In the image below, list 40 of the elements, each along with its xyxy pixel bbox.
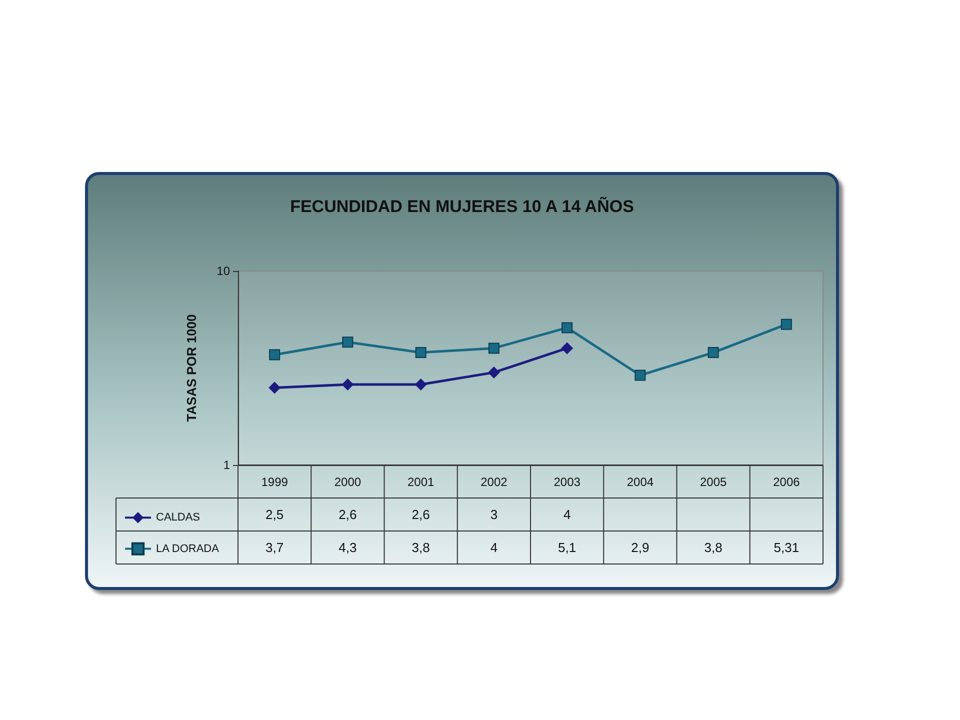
legend-label: LA DORADA xyxy=(156,542,220,555)
point xyxy=(268,382,281,394)
x-tick-label: 2003 xyxy=(554,475,581,489)
data-label: 2,9 xyxy=(631,540,650,555)
point xyxy=(414,378,427,390)
data-label: 2,6 xyxy=(412,507,430,522)
point xyxy=(634,370,646,381)
legend-label: CALDAS xyxy=(156,512,200,524)
x-tick-label: 2004 xyxy=(626,475,654,489)
point xyxy=(488,366,500,378)
x-tick-label: 2001 xyxy=(407,475,434,489)
point xyxy=(780,318,792,330)
chart-title: FECUNDIDAD EN MUJERES 10 A 14 AÑOS xyxy=(290,196,634,216)
point xyxy=(342,336,354,348)
x-tick-label: 2006 xyxy=(773,475,800,489)
data-label: 4 xyxy=(490,540,498,555)
data-label: 4 xyxy=(563,507,571,522)
data-label: 3,8 xyxy=(412,540,430,555)
data-label: 2,6 xyxy=(338,507,357,522)
point xyxy=(415,347,426,358)
x-tick-label: 2002 xyxy=(480,475,508,489)
x-tick-label: 2000 xyxy=(334,475,362,489)
y-tick-label: 10 xyxy=(216,264,230,278)
data-label: 3,8 xyxy=(704,540,722,555)
point xyxy=(269,349,280,360)
point xyxy=(708,347,719,358)
point xyxy=(561,342,574,354)
point xyxy=(562,322,573,334)
x-tick-label: 1999 xyxy=(261,475,288,489)
x-tick-label: 2005 xyxy=(700,475,727,489)
data-label: 2,5 xyxy=(266,507,284,522)
y-tick-label: 1 xyxy=(223,458,230,472)
point xyxy=(342,378,354,390)
data-label: 4,3 xyxy=(338,540,357,555)
y-axis-title: TASAS POR 1000 xyxy=(184,314,199,422)
point xyxy=(488,342,500,354)
data-label: 5,31 xyxy=(774,540,800,555)
data-label: 5,1 xyxy=(558,540,576,555)
data-label: 3,7 xyxy=(266,540,284,555)
data-label: 3 xyxy=(490,507,498,522)
